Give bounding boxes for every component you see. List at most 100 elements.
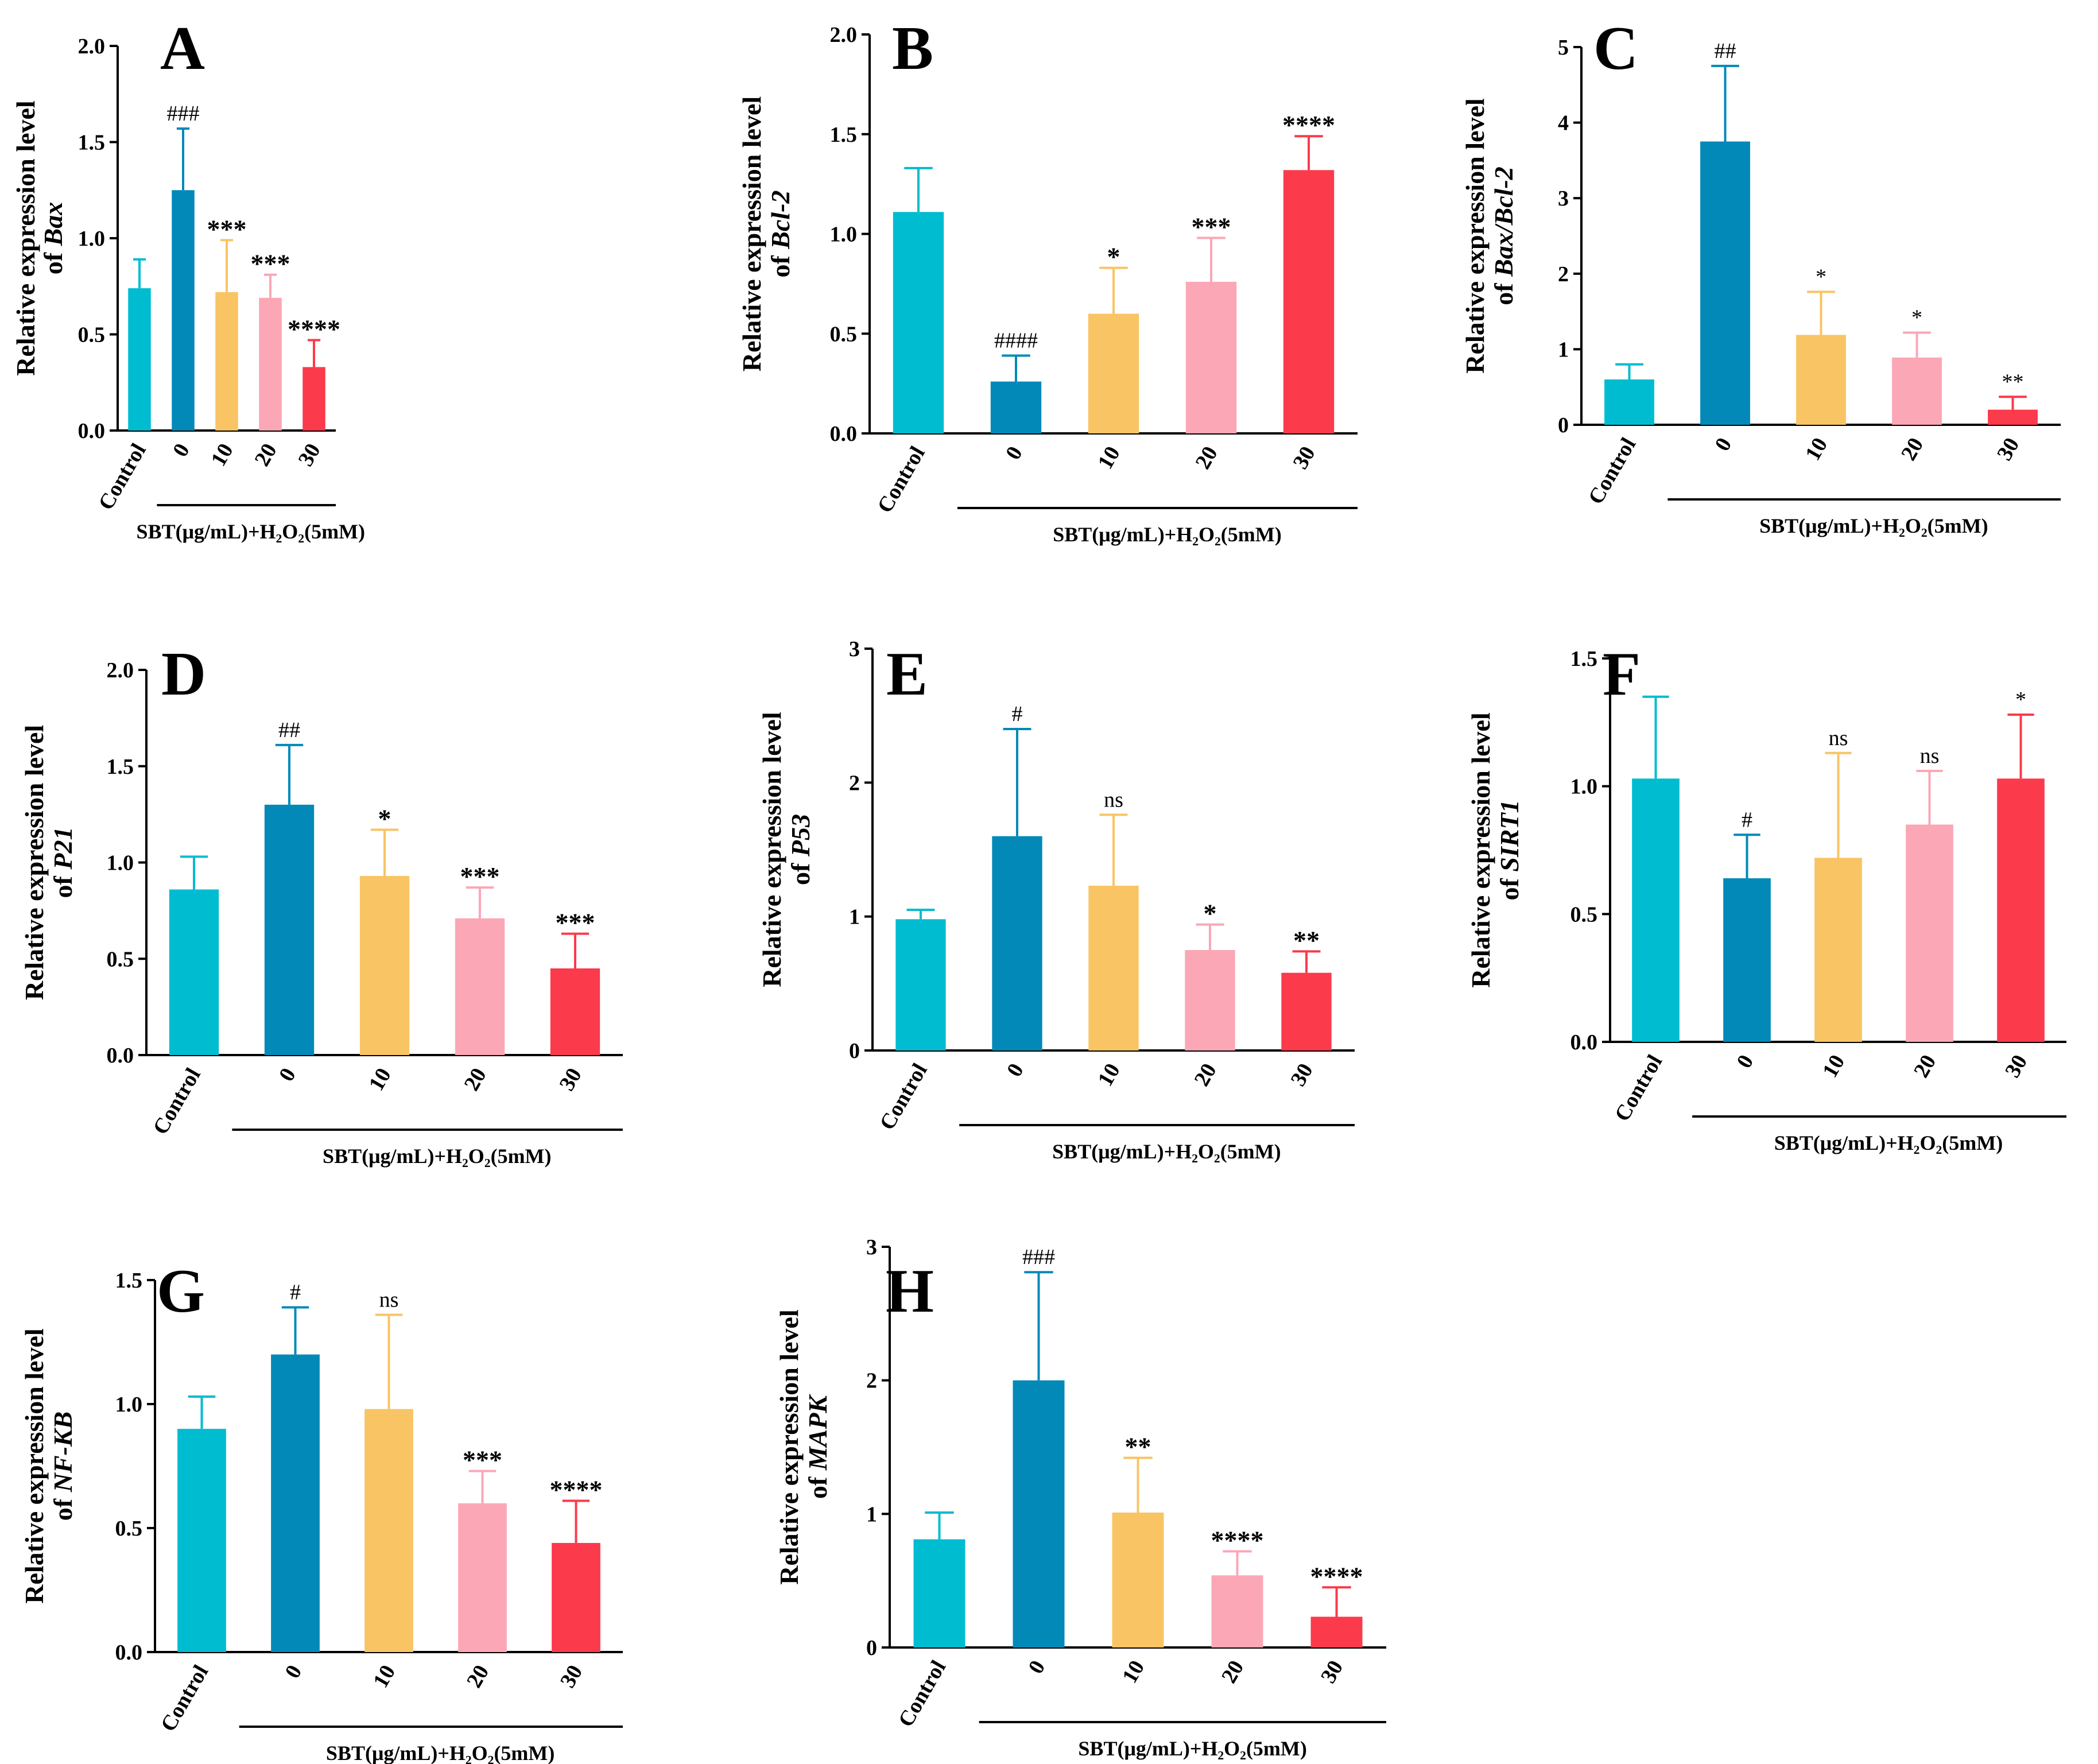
bar — [259, 297, 282, 431]
significance-label: ** — [2002, 370, 2024, 394]
category-label: 0 — [1732, 1051, 1758, 1072]
y-axis-label-prefix: of — [48, 870, 77, 898]
y-axis-label-prefix: of — [786, 856, 815, 885]
y-axis-label-gene-name: NF-KB — [48, 1412, 77, 1493]
bar — [264, 804, 315, 1055]
y-axis-label-gene: of Bax/Bcl-2 — [1489, 166, 1518, 305]
y-axis-label-gene-name: P53 — [786, 814, 815, 857]
y-axis-label-prefix: of — [1489, 277, 1518, 305]
y-axis-label-gene: of P53 — [786, 814, 815, 885]
category-label: 0 — [280, 1661, 307, 1682]
y-axis-label: Relative expression level — [11, 100, 40, 376]
y-axis-label: Relative expression level — [774, 1309, 804, 1585]
panel-h: H 0 1 2 3 Relative expression level of MAPK Con… — [774, 1235, 1386, 1760]
bar — [1281, 972, 1332, 1050]
panel-a: A 0.0 0.5 1.0 1.5 2.0 Relative expression leve… — [11, 14, 365, 543]
bar — [1604, 379, 1654, 425]
bar — [550, 968, 600, 1055]
y-tick-label: 0.0 — [107, 1044, 134, 1068]
y-tick-label: 1.5 — [1570, 647, 1598, 671]
category-label: 30 — [554, 1064, 586, 1095]
y-tick-label: 2.0 — [830, 23, 858, 47]
panel-letter: E — [886, 640, 928, 708]
y-axis-label: Relative expression level — [20, 725, 49, 1001]
panel-b: B 0.0 0.5 1.0 1.5 2.0 Relative expression leve… — [737, 14, 1358, 546]
bar — [1906, 824, 1953, 1042]
y-axis-label-gene-name: Bcl-2 — [766, 190, 795, 249]
category-label: 20 — [1217, 1657, 1248, 1688]
category-label: Control — [156, 1661, 213, 1736]
group-label: SBT(μg/mL)+H₂O₂(5mM) — [1078, 1737, 1306, 1760]
y-tick-label: 1 — [866, 1502, 877, 1526]
y-tick-label: 0.0 — [1570, 1030, 1598, 1054]
category-label: 20 — [1909, 1051, 1941, 1082]
significance-label: *** — [1192, 212, 1231, 241]
y-tick-label: 1.0 — [115, 1393, 143, 1417]
y-tick-label: 1.5 — [78, 131, 106, 155]
y-tick-label: 0.0 — [115, 1641, 143, 1665]
panel-letter: G — [157, 1257, 205, 1325]
category-label: 10 — [1093, 1060, 1124, 1091]
category-label: Control — [875, 1060, 932, 1134]
y-axis-label-prefix: of — [1495, 872, 1524, 901]
y-tick-label: 2.0 — [107, 658, 134, 683]
y-axis-label-gene-name: MAPK — [803, 1394, 832, 1471]
significance-label: ns — [1829, 726, 1848, 750]
significance-label: * — [2015, 688, 2026, 712]
panel-letter: F — [1603, 640, 1641, 708]
y-axis-label: Relative expression level — [1460, 98, 1490, 374]
significance-label: * — [1911, 305, 1922, 329]
y-tick-label: 5 — [1558, 36, 1569, 60]
category-label: 10 — [369, 1661, 400, 1692]
significance-label: ** — [1293, 925, 1320, 955]
significance-label: * — [1816, 265, 1826, 289]
category-label: 30 — [2000, 1051, 2032, 1082]
significance-label: * — [1204, 899, 1217, 928]
category-label: 30 — [1286, 1060, 1317, 1091]
significance-label: ### — [1022, 1245, 1055, 1269]
y-tick-label: 3 — [1558, 187, 1569, 211]
y-tick-label: 0.0 — [78, 419, 106, 443]
significance-label: **** — [1282, 110, 1335, 139]
significance-label: ** — [1125, 1432, 1151, 1461]
y-axis-label: Relative expression level — [737, 96, 766, 372]
category-label: 20 — [1190, 443, 1222, 474]
y-tick-label: 0.5 — [1570, 902, 1598, 926]
significance-label: # — [290, 1281, 301, 1305]
panel-f: F 0.0 0.5 1.0 1.5 Relative expression level of… — [1466, 640, 2066, 1154]
y-axis-label: Relative expression level — [20, 1328, 49, 1604]
significance-label: # — [1012, 702, 1023, 726]
bar — [1088, 886, 1139, 1050]
category-label: 0 — [274, 1064, 301, 1085]
significance-label: **** — [1211, 1525, 1264, 1554]
y-tick-label: 1 — [1558, 338, 1569, 362]
y-tick-label: 0 — [866, 1636, 877, 1660]
y-tick-label: 2 — [1558, 262, 1569, 286]
significance-label: *** — [207, 214, 247, 243]
y-axis-label-gene-name: P21 — [48, 827, 77, 870]
y-tick-label: 0 — [849, 1039, 860, 1063]
bar — [1796, 335, 1846, 425]
panel-letter: A — [160, 14, 205, 83]
bar — [1632, 778, 1680, 1042]
category-label: 10 — [1118, 1657, 1149, 1688]
bar — [913, 1539, 965, 1647]
panel-c: C 0 1 2 3 4 5 Relative expression level of Bax/B… — [1460, 14, 2061, 537]
significance-label: ns — [379, 1288, 399, 1312]
category-label: 0 — [1710, 434, 1736, 455]
bar — [172, 190, 195, 431]
bar — [177, 1429, 226, 1652]
y-axis-label-gene: of P21 — [48, 827, 77, 898]
group-label: SBT(μg/mL)+H₂O₂(5mM) — [1759, 514, 1988, 537]
bar — [1283, 170, 1335, 433]
panel-letter: B — [892, 14, 933, 83]
y-axis-label-gene: of Bax — [38, 202, 68, 275]
category-label: Control — [872, 443, 929, 517]
bar — [990, 381, 1042, 433]
bar — [1310, 1616, 1363, 1647]
category-label: 0 — [1023, 1657, 1050, 1678]
significance-label: *** — [460, 862, 500, 891]
y-axis-label-prefix: of — [48, 1492, 77, 1521]
bar — [992, 836, 1042, 1050]
